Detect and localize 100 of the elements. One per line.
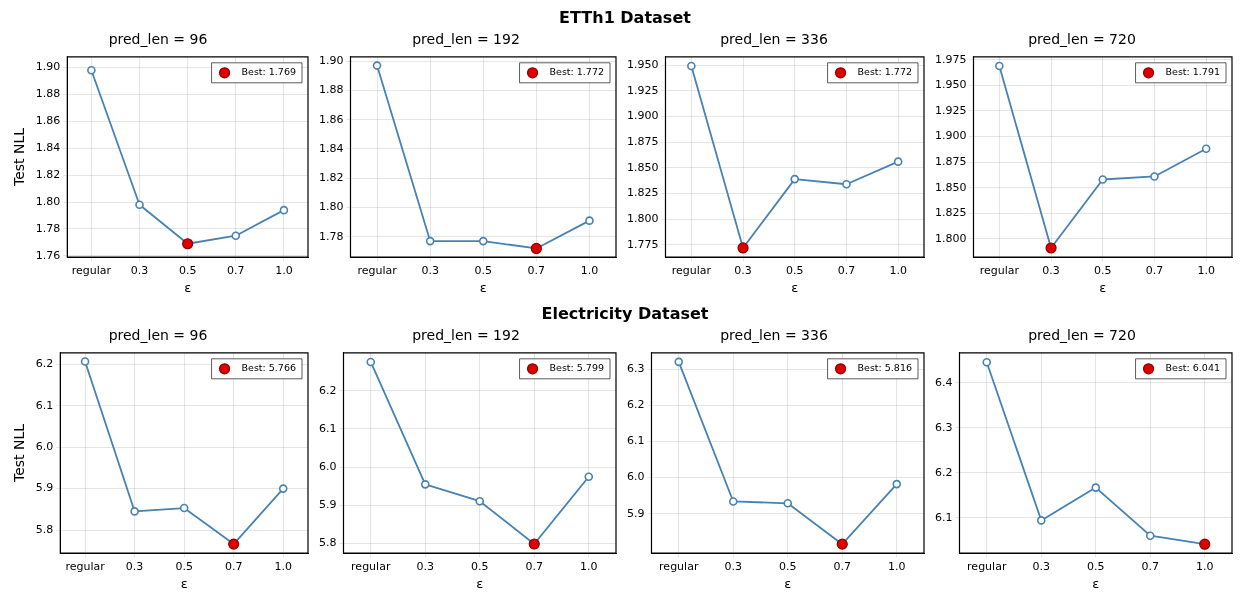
- point: [1098, 175, 1108, 184]
- y-tick-label: 1.88: [318, 83, 344, 97]
- point: [790, 174, 800, 184]
- text: ETTh1 Dataset: [559, 8, 691, 27]
- y-tick-label: 5.9: [318, 498, 337, 512]
- x-tick-label: 1.0: [1197, 263, 1215, 277]
- x-tick-label: 0.7: [525, 559, 543, 573]
- x-tick-label: 1.0: [275, 263, 293, 277]
- chart-title: pred_len = 96: [108, 327, 208, 344]
- x-tick-label: 1.0: [888, 559, 906, 573]
- x-axis-title: ε: [184, 279, 192, 295]
- point: [475, 496, 485, 506]
- point: [728, 497, 738, 506]
- point: [135, 200, 144, 210]
- x-axis-title: ε: [1092, 575, 1100, 591]
- point: [783, 498, 793, 508]
- text: Electricity Dataset: [541, 304, 709, 323]
- y-tick-label: 6.3: [626, 361, 645, 375]
- y-tick-label: 1.86: [35, 114, 61, 128]
- y-tick-label: 1.950: [934, 78, 967, 92]
- x-axis-title: ε: [180, 575, 188, 591]
- y-tick-label: 6.2: [934, 465, 953, 479]
- point: [425, 236, 435, 246]
- y-tick-label: 6.3: [934, 420, 953, 434]
- x-tick-label: 0.3: [734, 263, 752, 277]
- x-tick-label: 0.5: [1094, 263, 1112, 277]
- point: [893, 157, 903, 166]
- x-axis-title: ε: [784, 575, 792, 591]
- point: [80, 357, 90, 366]
- x-tick-label: 0.3: [125, 559, 144, 573]
- y-tick-label: 1.90: [35, 60, 61, 74]
- y-tick-label: 6.2: [35, 357, 54, 371]
- point: [674, 357, 684, 367]
- x-tick-label: 0.5: [178, 263, 197, 277]
- y-tick-label: 1.86: [318, 112, 344, 126]
- point: [687, 61, 696, 71]
- point: [1091, 483, 1101, 492]
- x-tick-label: 1.0: [1196, 559, 1214, 573]
- x-tick-label: 1.0: [889, 263, 907, 277]
- legend-label: Best: 1.791: [1165, 66, 1221, 78]
- point: [279, 205, 289, 215]
- x-tick-label: 0.3: [130, 263, 149, 277]
- y-tick-label: 1.80: [35, 194, 61, 208]
- x-tick-label: regular: [979, 263, 1020, 277]
- y-tick-label: 5.8: [318, 536, 337, 550]
- x-tick-label: 1.0: [580, 263, 599, 277]
- point: [1201, 144, 1211, 154]
- y-tick-label: 6.1: [318, 421, 337, 435]
- point: [995, 61, 1004, 71]
- point: [87, 65, 96, 75]
- x-axis-title: ε: [479, 279, 487, 295]
- legend-label: Best: 5.799: [549, 362, 605, 374]
- y-tick-label: 6.1: [626, 434, 645, 448]
- point: [982, 357, 992, 367]
- x-axis-title: ε: [476, 575, 484, 591]
- chart-title: pred_len = 192: [412, 327, 520, 344]
- x-tick-label: 0.7: [1141, 559, 1159, 573]
- chart-title: pred_len = 336: [720, 31, 828, 48]
- x-axis-title: ε: [791, 279, 799, 295]
- y-tick-label: 5.8: [35, 522, 54, 536]
- y-tick-label: 1.84: [318, 141, 344, 155]
- point: [130, 507, 139, 516]
- point: [1036, 516, 1046, 525]
- point: [584, 472, 594, 482]
- y-tick-label: 1.975: [934, 52, 967, 66]
- point: [1150, 172, 1159, 181]
- y-tick-label: 6.4: [934, 375, 953, 389]
- y-tick-label: 1.925: [626, 83, 659, 97]
- y-tick-label: 1.80: [318, 200, 344, 214]
- y-tick-label: 1.875: [934, 154, 967, 168]
- y-tick-label: 5.9: [35, 481, 54, 495]
- x-tick-label: 0.5: [1087, 559, 1105, 573]
- x-tick-label: 0.5: [471, 559, 489, 573]
- x-tick-label: 0.7: [227, 263, 245, 277]
- x-tick-label: 0.3: [421, 263, 439, 277]
- point: [1145, 531, 1155, 540]
- chart-title: pred_len = 336: [720, 327, 828, 344]
- legend-label: Best: 1.772: [857, 66, 913, 78]
- x-tick-label: 0.3: [724, 559, 742, 573]
- x-tick-label: 1.0: [580, 559, 598, 573]
- y-tick-label: 6.2: [626, 398, 645, 412]
- chart-title: pred_len = 720: [1028, 327, 1136, 344]
- point: [585, 216, 594, 225]
- legend-label: Best: 1.772: [549, 66, 605, 78]
- y-tick-label: 1.82: [35, 168, 61, 182]
- y-tick-label: 1.875: [626, 134, 659, 148]
- point: [366, 357, 376, 367]
- y-tick-label: 1.800: [626, 212, 659, 226]
- y-tick-label: 6.2: [318, 383, 337, 397]
- y-tick-label: 1.775: [626, 237, 659, 251]
- point: [278, 484, 288, 493]
- chart-title: pred_len = 720: [1028, 31, 1136, 48]
- y-tick-label: 1.88: [35, 87, 61, 101]
- point: [842, 179, 851, 189]
- y-tick-label: 5.9: [626, 506, 645, 520]
- y-tick-label: 1.78: [318, 229, 344, 243]
- x-tick-label: regular: [71, 263, 112, 277]
- y-tick-label: 1.925: [934, 103, 967, 117]
- legend-label: Best: 6.041: [1165, 362, 1221, 374]
- x-tick-label: 0.7: [224, 559, 243, 573]
